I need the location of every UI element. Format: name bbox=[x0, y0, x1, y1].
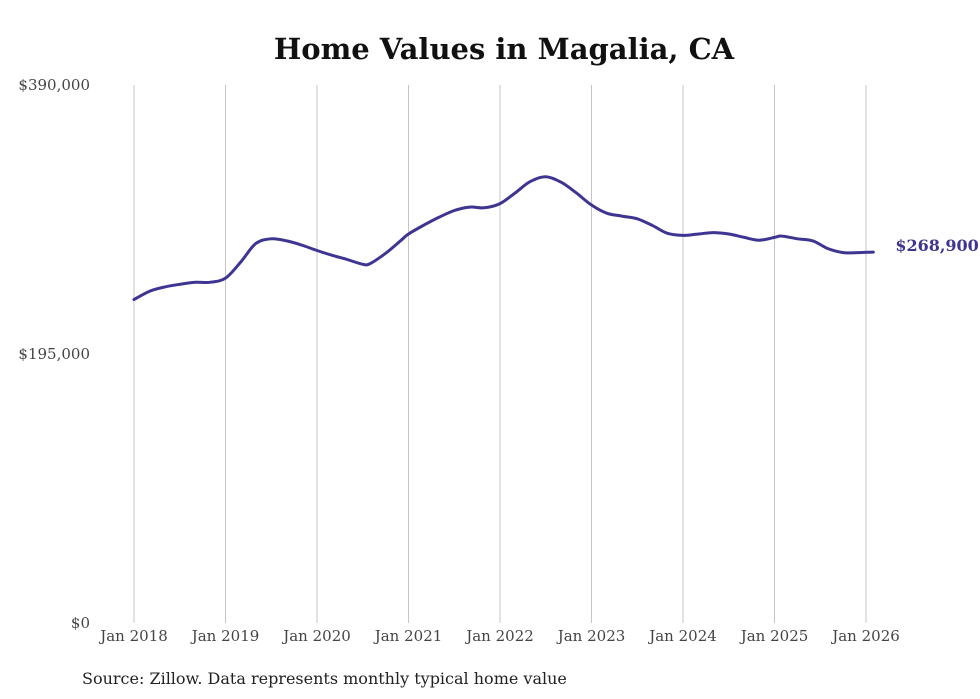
y-axis-tick-labels: $0 $195,000 $390,000 bbox=[18, 76, 90, 632]
x-tick-label-2019: Jan 2019 bbox=[190, 627, 260, 645]
x-tick-label-2018: Jan 2018 bbox=[98, 627, 168, 645]
vertical-gridlines bbox=[133, 85, 867, 623]
x-tick-label-2025: Jan 2025 bbox=[739, 627, 809, 645]
y-tick-label-390000: $390,000 bbox=[18, 76, 90, 94]
chart-title: Home Values in Magalia, CA bbox=[274, 32, 735, 66]
source-note: Source: Zillow. Data represents monthly … bbox=[82, 669, 567, 688]
series-line-home-value bbox=[132, 175, 875, 301]
x-axis-tick-labels: Jan 2018 Jan 2019 Jan 2020 Jan 2021 Jan 2022… bbox=[98, 627, 900, 645]
x-tick-label-2022: Jan 2022 bbox=[464, 627, 534, 645]
y-tick-label-195000: $195,000 bbox=[18, 345, 90, 363]
end-value-label: $268,900 bbox=[895, 236, 979, 255]
x-tick-label-2023: Jan 2023 bbox=[556, 627, 626, 645]
x-tick-label-2026: Jan 2026 bbox=[830, 627, 900, 645]
x-tick-label-2024: Jan 2024 bbox=[647, 627, 717, 645]
series-layer: $268,900 bbox=[132, 175, 979, 301]
y-tick-label-0: $0 bbox=[71, 614, 90, 632]
x-tick-label-2021: Jan 2021 bbox=[373, 627, 443, 645]
x-tick-label-2020: Jan 2020 bbox=[281, 627, 351, 645]
